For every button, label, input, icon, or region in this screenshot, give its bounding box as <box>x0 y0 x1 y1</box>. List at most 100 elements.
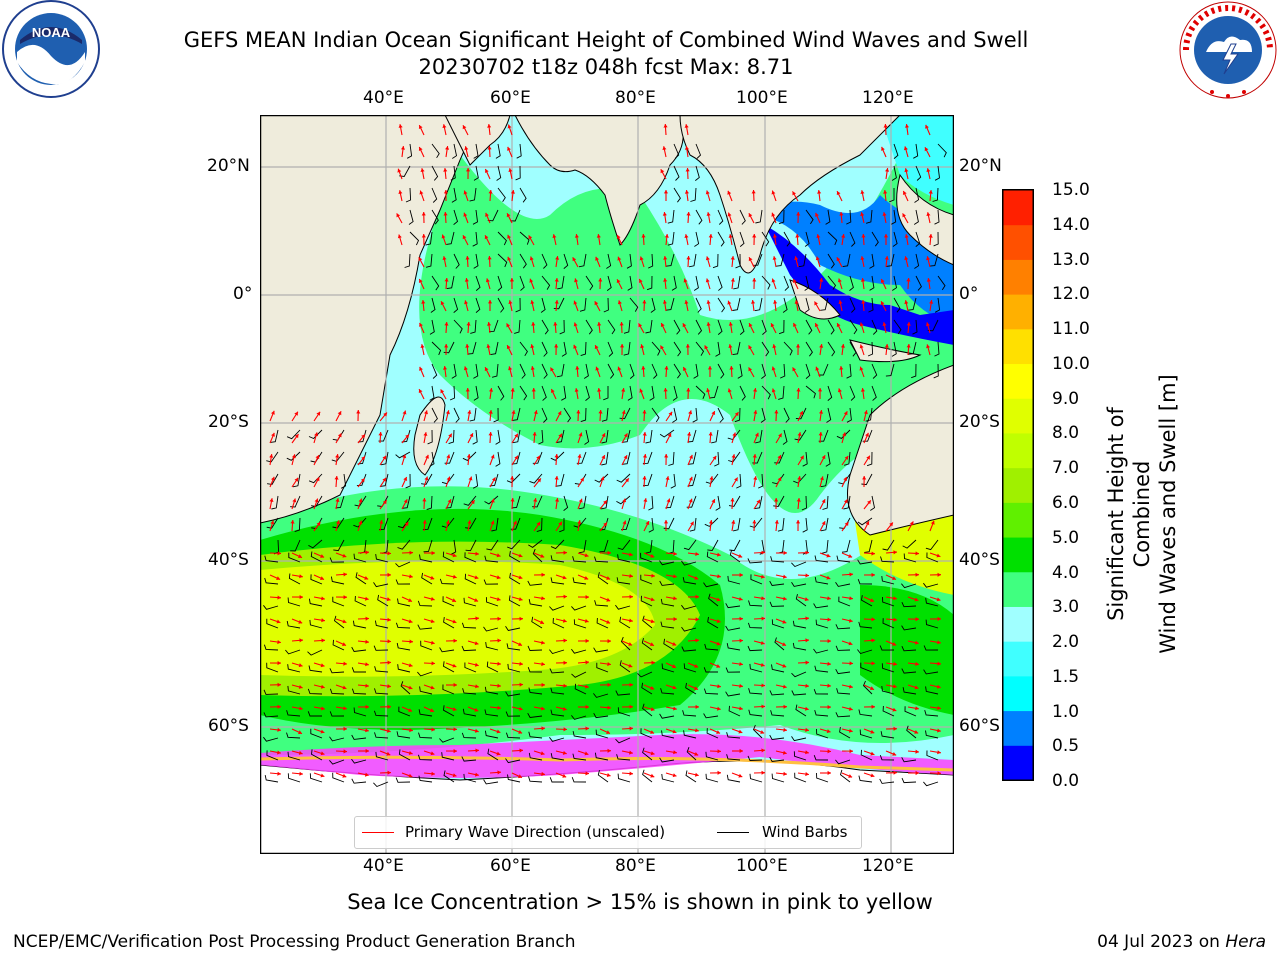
wave-arrow-head <box>387 551 391 556</box>
wave-arrow-head <box>585 638 589 643</box>
wave-arrow-head <box>430 619 435 624</box>
wave-arrow-head <box>642 410 647 414</box>
wind-barb <box>463 773 477 783</box>
wave-arrow-head <box>673 617 677 622</box>
wind-barb <box>622 451 631 465</box>
wind-barb <box>572 731 587 739</box>
wave-arrow-head <box>639 388 644 393</box>
wind-barb <box>484 495 499 505</box>
wave-arrow-head <box>650 642 654 646</box>
wind-barb <box>929 253 939 267</box>
wave-arrow-head <box>685 344 690 348</box>
wave-arrow-head <box>585 726 589 731</box>
wind-barb <box>729 539 741 552</box>
wave-arrow-head <box>865 521 870 526</box>
wind-barb <box>483 626 499 632</box>
wave-arrow-head <box>827 596 831 601</box>
wind-barb <box>446 275 455 290</box>
wave-arrow-head <box>382 500 387 505</box>
wave-arrow-head <box>335 498 340 502</box>
wind-barb <box>717 363 725 379</box>
wave-arrow-head <box>595 256 599 261</box>
wave-arrow-head <box>914 730 919 734</box>
wind-barb <box>550 555 565 563</box>
wind-barb <box>934 297 941 313</box>
wave-arrow-head <box>320 751 325 756</box>
wave-arrow-head <box>578 432 583 437</box>
wave-arrow-head <box>734 412 739 417</box>
wind-barb <box>453 407 460 423</box>
wind-barb <box>660 598 675 607</box>
wave-arrow-head <box>554 476 559 480</box>
wave-arrow-head <box>563 550 567 555</box>
wind-barb <box>541 253 548 269</box>
wave-arrow-head <box>387 572 391 577</box>
wind-barb <box>801 495 807 511</box>
wave-arrow-head <box>508 168 513 172</box>
wave-arrow-head <box>672 642 677 646</box>
wind-barb <box>695 297 702 313</box>
wind-barb <box>441 752 455 761</box>
wind-barb <box>549 668 565 674</box>
wave-arrow-head <box>550 367 554 372</box>
wave-arrow-head <box>926 256 931 261</box>
colorbar-segment <box>1003 328 1033 365</box>
wave-arrow-head <box>821 455 826 460</box>
wave-arrow-head <box>848 618 853 623</box>
wind-barb <box>417 600 433 607</box>
wind-barb <box>629 297 639 312</box>
wave-arrow-head <box>424 410 428 415</box>
wave-arrow-head <box>619 322 624 326</box>
wave-arrow-head <box>290 520 295 524</box>
wave-arrow-head <box>849 596 853 601</box>
lon-tick-top-100e: 100°E <box>736 88 788 108</box>
wave-arrow-head <box>431 727 435 732</box>
wave-arrow-head <box>843 499 848 504</box>
wave-arrow-head <box>277 750 281 755</box>
wave-arrow-head <box>491 477 496 482</box>
wave-arrow-head <box>398 124 403 128</box>
wind-barb <box>556 429 565 443</box>
wave-arrow-head <box>642 476 647 480</box>
wave-arrow-head <box>667 433 672 438</box>
wave-arrow-head <box>774 410 779 414</box>
wind-barb <box>651 363 658 379</box>
wave-arrow-head <box>771 212 776 217</box>
wave-arrow-head <box>277 661 281 666</box>
colorbar-segment <box>1003 606 1033 642</box>
wind-barb <box>923 582 939 588</box>
wave-arrow-head <box>541 706 545 711</box>
wave-arrow-head <box>409 550 413 555</box>
wave-arrow-head <box>904 168 909 173</box>
wind-barb <box>695 319 703 335</box>
wind-barb <box>310 728 323 739</box>
wave-arrow-head <box>865 432 869 437</box>
wind-barb <box>308 473 323 484</box>
wind-barb <box>606 275 612 291</box>
wind-barb <box>748 709 763 717</box>
wave-arrow-head <box>818 432 823 436</box>
wave-arrow-head <box>716 730 721 734</box>
wave-arrow-head <box>753 476 758 480</box>
wind-barb <box>549 649 565 655</box>
wind-barb <box>673 165 680 181</box>
wind-barb <box>932 187 939 202</box>
wave-arrow-head <box>320 554 325 558</box>
australia-land <box>847 364 954 536</box>
wave-arrow-head <box>573 300 578 305</box>
wind-barb <box>714 451 720 467</box>
wave-arrow-head <box>660 169 665 174</box>
wave-arrow-head <box>936 553 941 558</box>
wind-barb <box>901 646 917 652</box>
wind-barb <box>934 209 940 225</box>
wave-arrow-head <box>748 323 753 328</box>
wind-barb <box>538 429 544 445</box>
wind-barb <box>473 363 479 379</box>
wind-barb <box>495 143 501 159</box>
wind-barb <box>651 341 661 356</box>
wave-arrow-head <box>727 388 732 393</box>
wave-arrow-head <box>418 389 423 394</box>
wind-barb <box>858 709 873 717</box>
wind-barb <box>820 517 829 532</box>
wind-barb <box>593 647 609 653</box>
